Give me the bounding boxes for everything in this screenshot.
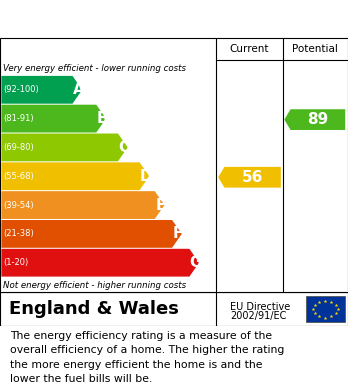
Polygon shape — [1, 133, 128, 161]
Text: (39-54): (39-54) — [3, 201, 34, 210]
Text: A: A — [72, 82, 84, 97]
Text: EU Directive: EU Directive — [230, 301, 291, 312]
Text: Energy Efficiency Rating: Energy Efficiency Rating — [10, 10, 239, 28]
Text: 2002/91/EC: 2002/91/EC — [230, 311, 287, 321]
Polygon shape — [284, 109, 345, 130]
Text: D: D — [139, 169, 152, 184]
Text: Very energy efficient - lower running costs: Very energy efficient - lower running co… — [3, 64, 186, 73]
Text: B: B — [96, 111, 108, 126]
Polygon shape — [1, 191, 165, 219]
Polygon shape — [1, 162, 149, 190]
Text: (92-100): (92-100) — [3, 85, 39, 94]
Bar — [306, 296, 345, 322]
Polygon shape — [218, 167, 281, 188]
Text: (81-91): (81-91) — [3, 114, 34, 123]
Text: C: C — [118, 140, 129, 155]
Text: The energy efficiency rating is a measure of the
overall efficiency of a home. T: The energy efficiency rating is a measur… — [10, 331, 285, 384]
Text: G: G — [189, 255, 201, 270]
Polygon shape — [1, 105, 106, 133]
Text: (55-68): (55-68) — [3, 172, 34, 181]
Text: (21-38): (21-38) — [3, 230, 34, 239]
Polygon shape — [1, 220, 182, 248]
Polygon shape — [1, 249, 199, 276]
Text: Current: Current — [230, 44, 269, 54]
Text: E: E — [156, 197, 166, 213]
Text: (69-80): (69-80) — [3, 143, 34, 152]
Text: F: F — [173, 226, 183, 241]
Polygon shape — [1, 76, 82, 104]
Text: Not energy efficient - higher running costs: Not energy efficient - higher running co… — [3, 281, 186, 290]
Text: 56: 56 — [242, 170, 263, 185]
Text: Potential: Potential — [292, 44, 338, 54]
Text: England & Wales: England & Wales — [9, 300, 179, 318]
Text: (1-20): (1-20) — [3, 258, 29, 267]
Text: 89: 89 — [307, 112, 329, 127]
